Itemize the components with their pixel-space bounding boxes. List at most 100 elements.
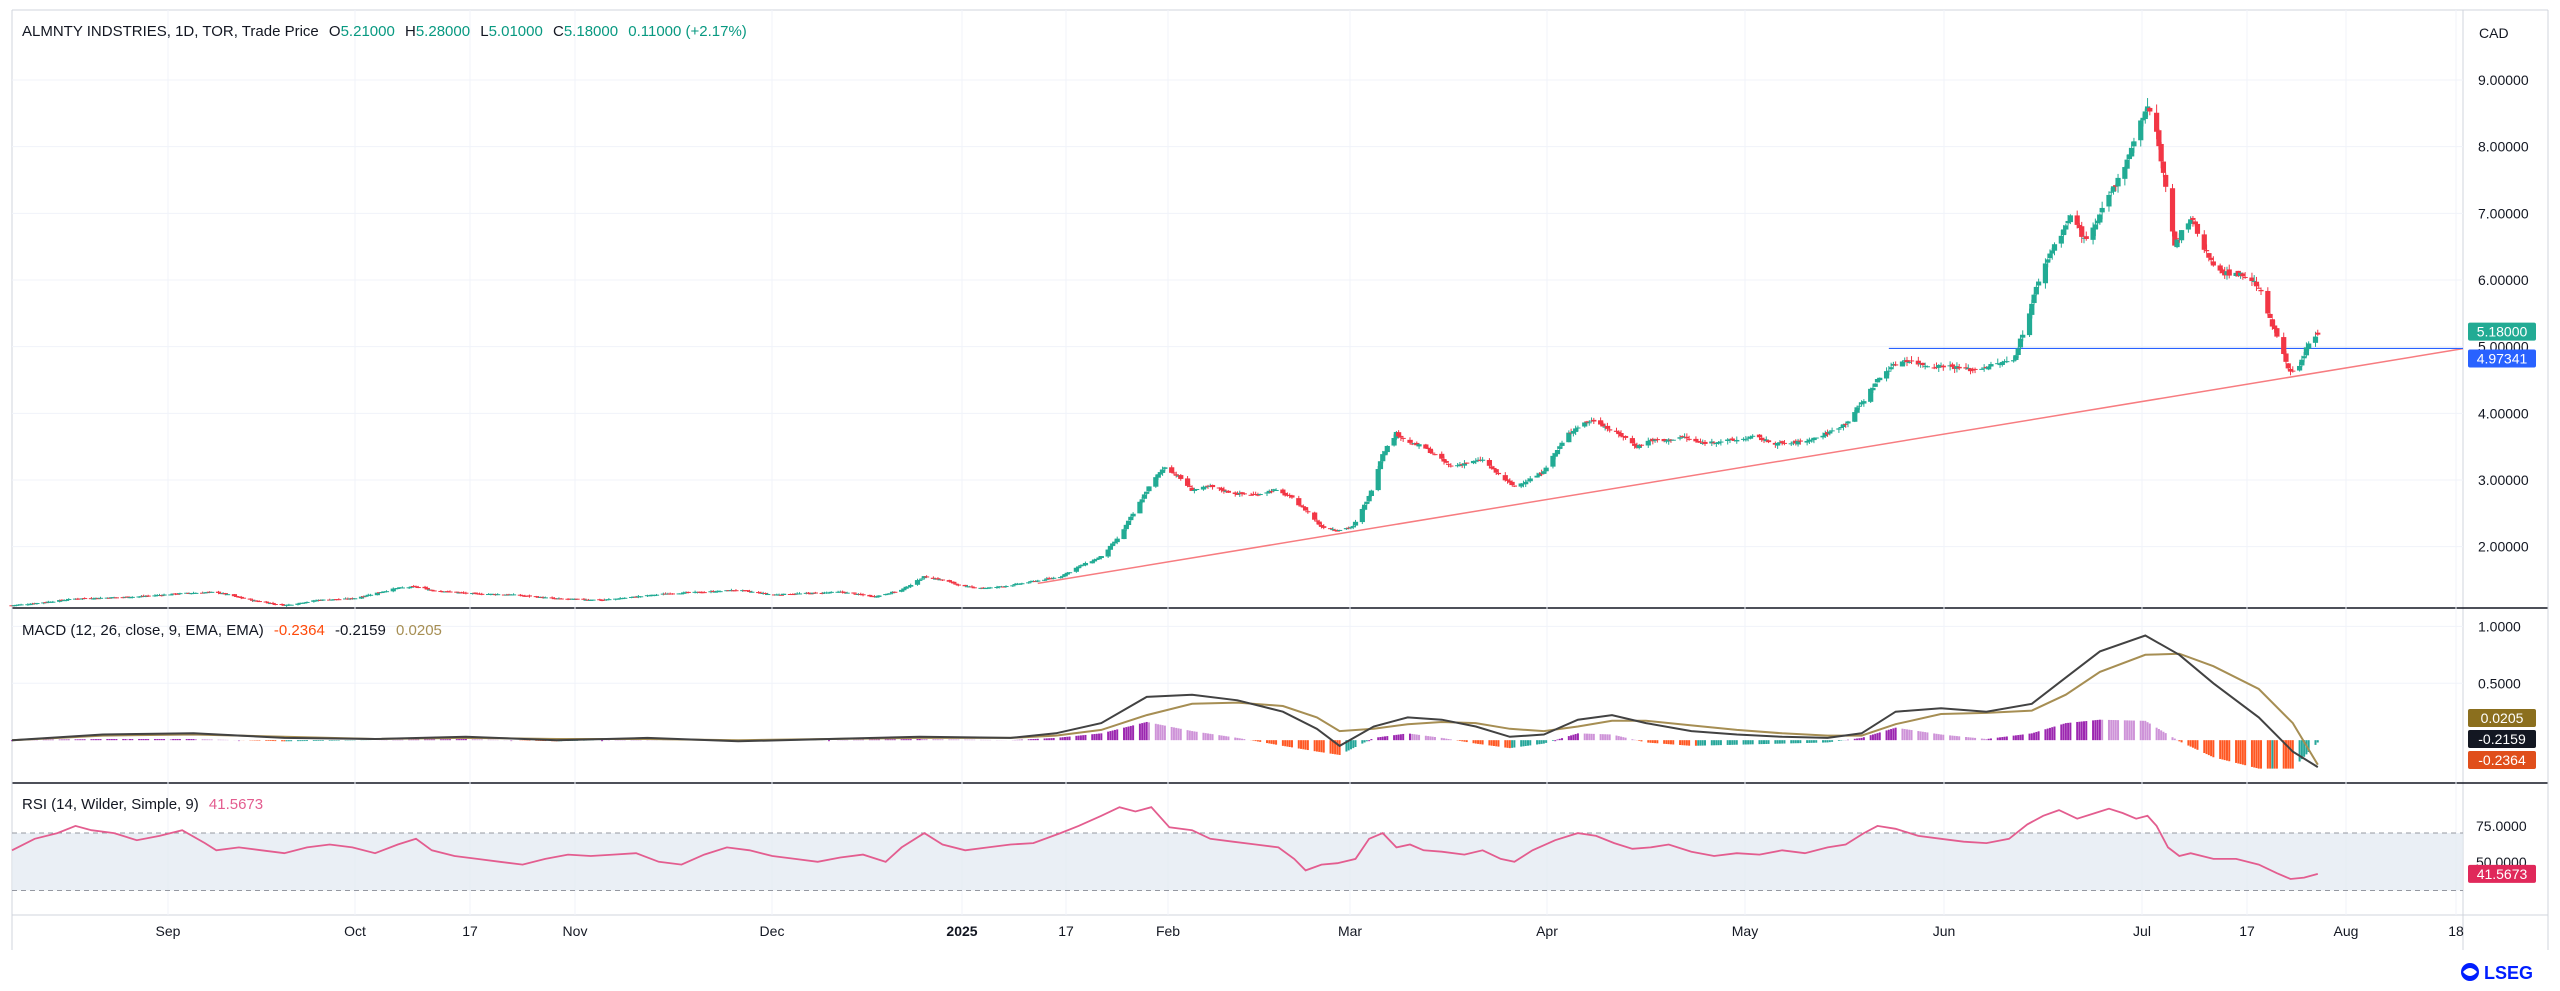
candle-body bbox=[2156, 130, 2162, 147]
horizontal-line-tag: 4.97341 bbox=[2477, 350, 2528, 366]
candle-body bbox=[399, 587, 405, 589]
candle-body bbox=[1582, 422, 1588, 427]
candle-body bbox=[1507, 480, 1513, 483]
candle-body bbox=[1956, 366, 1962, 369]
candle-body bbox=[1888, 367, 1894, 370]
candle-body bbox=[1981, 367, 1987, 369]
candle-body bbox=[842, 592, 848, 594]
price-tick-label: 8.00000 bbox=[2478, 139, 2529, 155]
candle-body bbox=[542, 597, 548, 599]
candle-body bbox=[2306, 343, 2312, 349]
candle-body bbox=[1430, 452, 1436, 454]
candle-body bbox=[1273, 489, 1279, 491]
candle-body bbox=[1777, 442, 1783, 444]
open-value: O5.21000 bbox=[328, 23, 395, 40]
candle-body bbox=[367, 594, 374, 596]
candle-body bbox=[1105, 549, 1111, 557]
candle-body bbox=[1718, 441, 1724, 443]
candle-body bbox=[905, 586, 912, 588]
candle-body bbox=[1747, 436, 1753, 439]
candle-body bbox=[971, 587, 977, 589]
candle-body bbox=[1312, 512, 1318, 520]
candle-body bbox=[2079, 226, 2085, 237]
candle-body bbox=[1318, 524, 1325, 527]
candle-body bbox=[34, 603, 40, 605]
candle-body bbox=[590, 599, 596, 601]
candle-body bbox=[2017, 338, 2024, 348]
candle-body bbox=[1377, 461, 1384, 470]
time-tick-label: Apr bbox=[1536, 923, 1558, 939]
candle-body bbox=[1089, 561, 1095, 564]
candle-body bbox=[867, 594, 873, 597]
candle-body bbox=[270, 602, 276, 604]
trend-line-group[interactable] bbox=[1037, 347, 2464, 585]
candle-body bbox=[2049, 250, 2055, 254]
candle-body bbox=[1554, 449, 1561, 455]
candle-body bbox=[2058, 235, 2064, 244]
candle-body bbox=[899, 589, 905, 592]
candle-body bbox=[622, 597, 628, 599]
candle-body bbox=[2194, 223, 2201, 234]
candle-body bbox=[1543, 467, 1549, 472]
candle-body bbox=[1489, 466, 1495, 469]
candle-body bbox=[1048, 578, 1055, 580]
candle-body bbox=[222, 593, 228, 595]
candle-body bbox=[1836, 428, 1842, 430]
candle-body bbox=[379, 592, 385, 594]
candle-body bbox=[1343, 528, 1350, 530]
candle-body bbox=[1566, 432, 1572, 443]
candle-body bbox=[1999, 362, 2005, 365]
candle-body bbox=[238, 596, 244, 598]
candle-body bbox=[796, 593, 803, 595]
candle-body bbox=[2126, 154, 2132, 160]
candle-body bbox=[424, 587, 430, 590]
currency-label[interactable]: CAD bbox=[2479, 25, 2509, 41]
candle-body bbox=[2015, 348, 2021, 356]
candle-body bbox=[2290, 370, 2296, 372]
candle-body bbox=[1382, 451, 1388, 456]
candle-body bbox=[1986, 366, 1992, 370]
rsi-line bbox=[11, 806, 2319, 880]
candle-body bbox=[1940, 365, 1946, 368]
candle-body bbox=[358, 596, 365, 599]
price-header: ALMNTY INDSTRIES, 1D, TOR, Trade Price O… bbox=[22, 23, 753, 40]
candle-body bbox=[828, 591, 834, 593]
candle-body bbox=[1711, 442, 1717, 444]
candle-body bbox=[1702, 441, 1708, 444]
price-tags: 5.18000 4.97341 0.0205 -0.2159 -0.2364 41.567… bbox=[2468, 322, 2536, 883]
candle-body bbox=[2099, 207, 2105, 213]
candle-body bbox=[744, 590, 750, 592]
candle-body bbox=[1441, 459, 1447, 462]
candle-body bbox=[2033, 286, 2039, 295]
candle-body bbox=[1518, 483, 1524, 487]
candle-body bbox=[2315, 332, 2321, 335]
candle-body bbox=[812, 592, 818, 594]
candle-body bbox=[2272, 325, 2278, 330]
candle-body bbox=[685, 591, 691, 593]
candle-body bbox=[1203, 486, 1209, 488]
time-tick-label: 17 bbox=[2239, 923, 2255, 939]
candle-body bbox=[962, 584, 968, 587]
candle-body bbox=[2267, 313, 2273, 318]
candle-body bbox=[263, 601, 269, 603]
candle-body bbox=[2063, 225, 2069, 230]
candle-body bbox=[1064, 572, 1070, 575]
candle-body bbox=[1241, 493, 1247, 495]
price-tick-label: 4.00000 bbox=[2478, 405, 2529, 421]
candle-body bbox=[923, 576, 930, 578]
candle-body bbox=[1852, 412, 1858, 422]
candle-body bbox=[581, 598, 587, 600]
candle-body bbox=[2256, 287, 2262, 289]
change-value: 0.11000 (+2.17%) bbox=[628, 23, 747, 40]
candle-body bbox=[955, 584, 961, 586]
candle-body bbox=[1622, 435, 1629, 438]
candle-body bbox=[1280, 489, 1286, 494]
time-tick-label: May bbox=[1732, 923, 1758, 939]
candle-body bbox=[2020, 334, 2026, 338]
candle-body bbox=[1750, 435, 1756, 437]
candle-body bbox=[1811, 437, 1817, 441]
candle-body bbox=[1559, 442, 1565, 446]
candle-body bbox=[860, 594, 866, 596]
candle-body bbox=[234, 596, 240, 598]
